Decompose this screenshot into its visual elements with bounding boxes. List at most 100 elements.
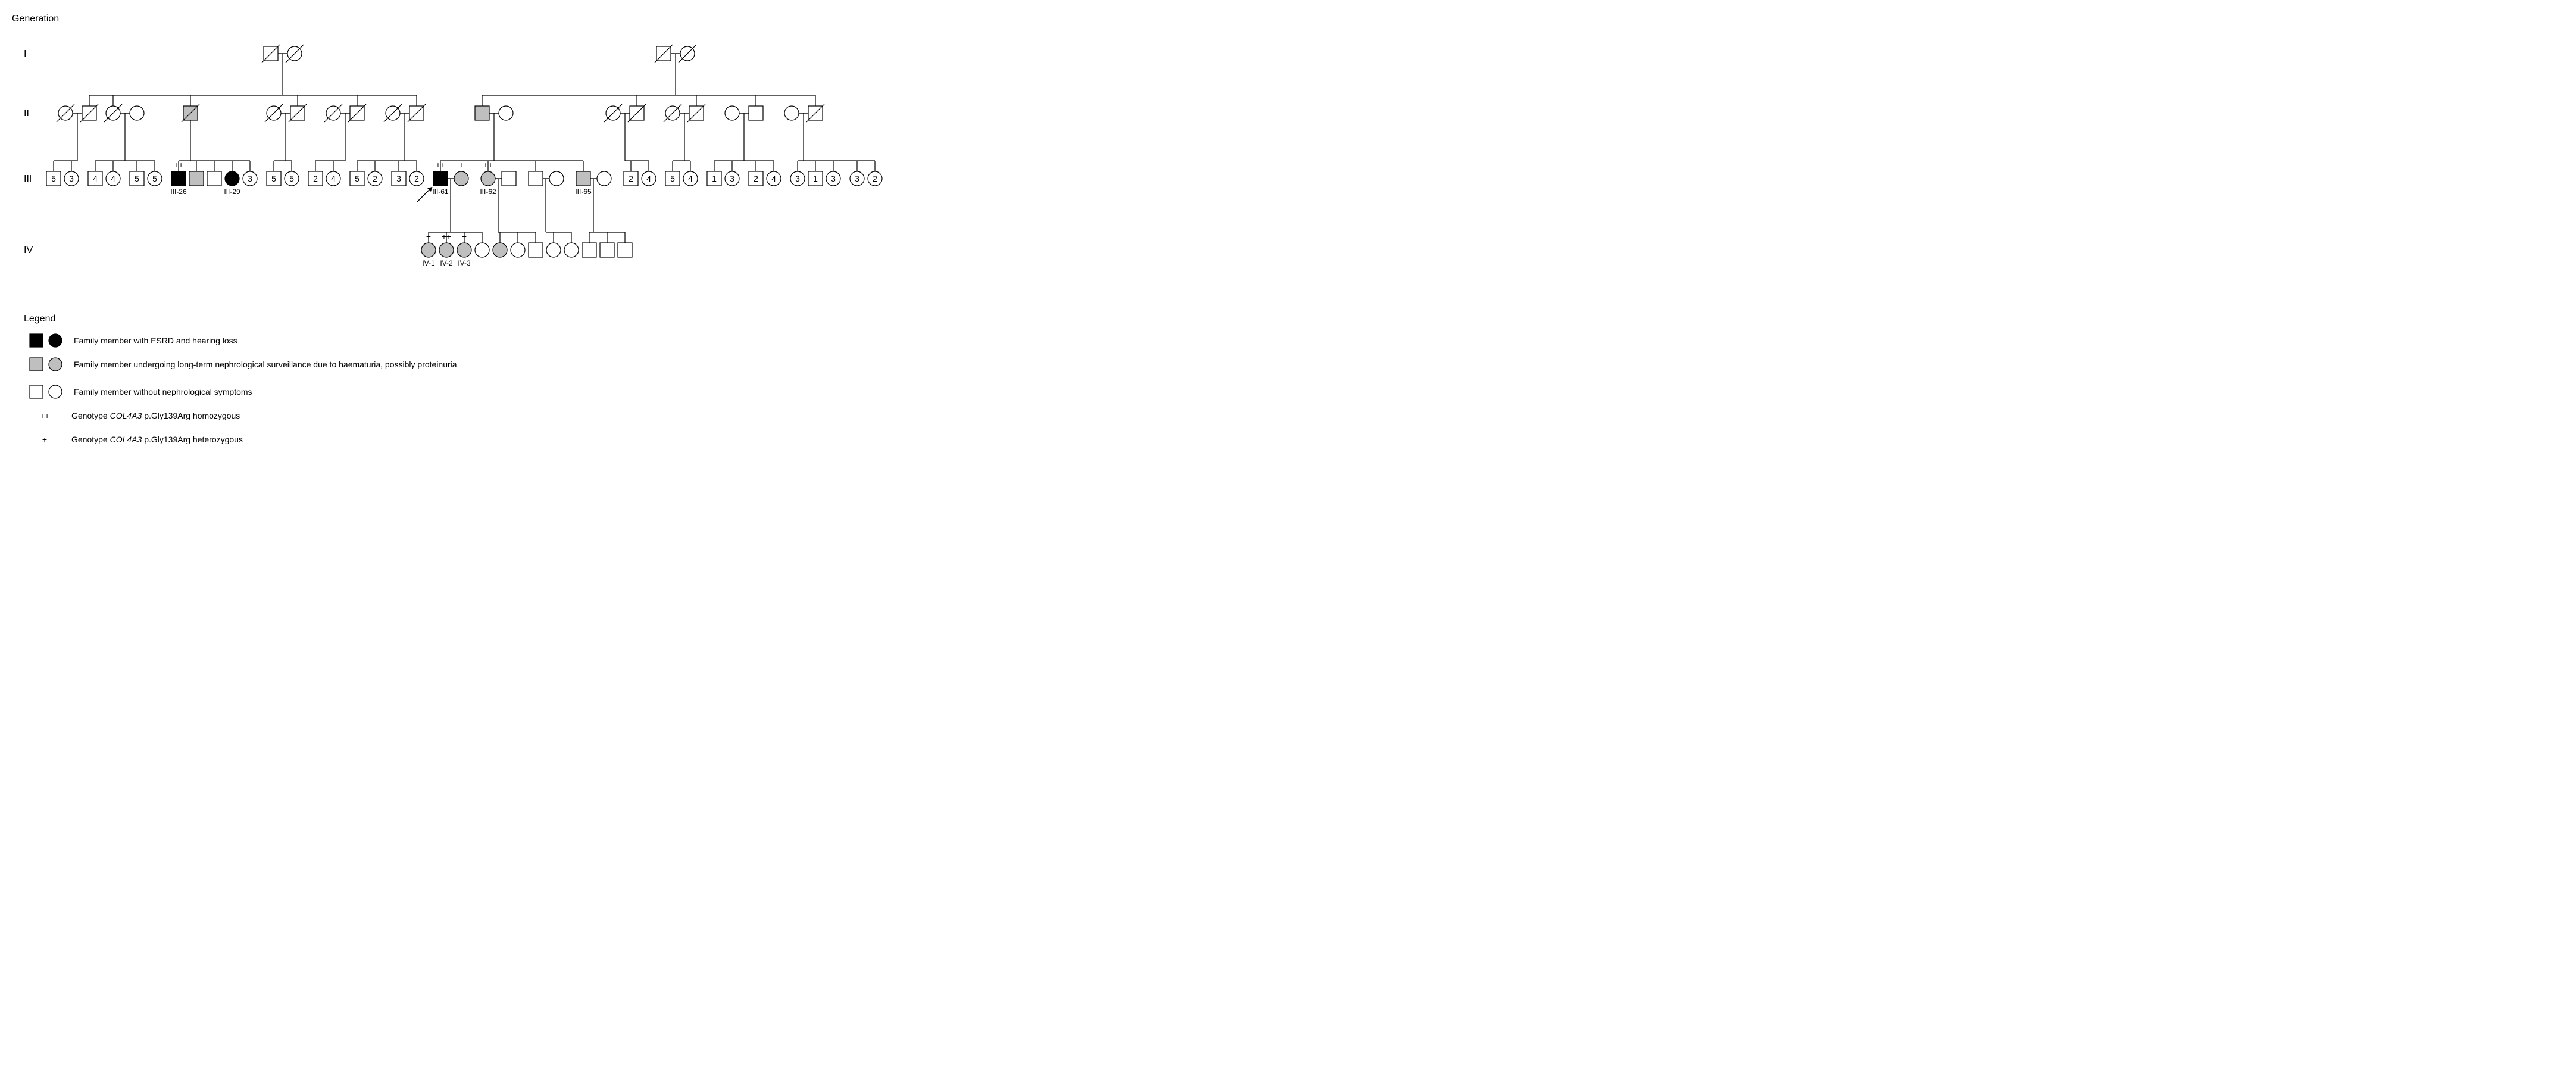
person: 5 (130, 171, 144, 186)
svg-text:2: 2 (414, 174, 419, 183)
svg-text:3: 3 (248, 174, 252, 183)
svg-text:III-26: III-26 (170, 188, 187, 196)
svg-text:+: + (462, 232, 467, 241)
person (564, 243, 579, 257)
svg-text:++: ++ (436, 160, 445, 170)
person (189, 171, 204, 186)
person: 3 (725, 171, 739, 186)
svg-text:++: ++ (174, 160, 183, 170)
svg-text:5: 5 (289, 174, 294, 183)
person (475, 243, 489, 257)
person: 3 (392, 171, 406, 186)
svg-text:++: ++ (442, 232, 451, 241)
person: 4 (88, 171, 102, 186)
person (57, 104, 74, 122)
svg-text:2: 2 (313, 174, 318, 183)
person (493, 243, 507, 257)
svg-text:++: ++ (40, 411, 49, 420)
person (207, 171, 221, 186)
person: 2 (749, 171, 763, 186)
pedigree-diagram: GenerationIIIIIIIV534455++III-26III-2935… (12, 12, 905, 500)
svg-text:2: 2 (373, 174, 377, 183)
svg-text:Genotype COL4A3 p.Gly139Arg ho: Genotype COL4A3 p.Gly139Arg homozygous (71, 411, 240, 420)
svg-text:4: 4 (646, 174, 651, 183)
svg-text:5: 5 (355, 174, 359, 183)
svg-text:4: 4 (111, 174, 115, 183)
person (80, 104, 98, 122)
svg-text:2: 2 (629, 174, 633, 183)
person (664, 104, 681, 122)
svg-text:3: 3 (855, 174, 859, 183)
svg-text:3: 3 (396, 174, 401, 183)
person: 2 (308, 171, 323, 186)
svg-text:5: 5 (135, 174, 139, 183)
svg-text:5: 5 (152, 174, 157, 183)
person: + (454, 160, 468, 186)
svg-text:2: 2 (754, 174, 758, 183)
svg-text:5: 5 (271, 174, 276, 183)
person (749, 106, 763, 120)
person: 4 (642, 171, 656, 186)
person: 2 (409, 171, 424, 186)
person (582, 243, 596, 257)
person (104, 104, 122, 122)
svg-text:IV-3: IV-3 (458, 259, 471, 267)
person (182, 104, 199, 122)
person: ++III-62 (480, 160, 496, 196)
person (529, 243, 543, 257)
person: +III-65 (575, 160, 592, 196)
svg-text:II: II (24, 108, 29, 118)
person (546, 243, 561, 257)
person (286, 45, 304, 63)
svg-text:Generation: Generation (12, 14, 59, 24)
person (529, 171, 543, 186)
svg-text:5: 5 (51, 174, 56, 183)
person (604, 104, 622, 122)
legend: LegendFamily member with ESRD and hearin… (24, 314, 457, 444)
person (262, 45, 280, 63)
svg-text:IV: IV (24, 245, 33, 255)
person: ++ III-26 (170, 160, 187, 196)
svg-text:4: 4 (93, 174, 98, 183)
person: + IV-3 (457, 232, 471, 267)
svg-text:IV-1: IV-1 (422, 259, 435, 267)
person: 3 (64, 171, 79, 186)
person: 5 (665, 171, 680, 186)
person (618, 243, 632, 257)
person (549, 171, 564, 186)
person: +IV-1 (421, 232, 436, 267)
svg-text:+: + (42, 435, 47, 444)
person (384, 104, 402, 122)
person (784, 106, 799, 120)
svg-text:III-61: III-61 (432, 188, 449, 196)
person: 5 (46, 171, 61, 186)
person: 5 (350, 171, 364, 186)
svg-text:III-29: III-29 (224, 188, 240, 196)
person (130, 106, 144, 120)
person: III-29 (224, 171, 240, 196)
person: ++IV-2 (439, 232, 454, 267)
person (687, 104, 705, 122)
person: 4 (767, 171, 781, 186)
person (475, 106, 489, 120)
svg-text:I: I (24, 49, 26, 59)
svg-text:4: 4 (688, 174, 693, 183)
svg-text:Family member without nephrolo: Family member without nephrological symp… (74, 387, 252, 396)
svg-text:3: 3 (831, 174, 836, 183)
person: 3 (850, 171, 864, 186)
person: 4 (683, 171, 698, 186)
person: 1 (707, 171, 721, 186)
svg-text:1: 1 (813, 174, 818, 183)
svg-text:2: 2 (873, 174, 877, 183)
person (265, 104, 283, 122)
svg-text:Genotype COL4A3 p.Gly139Arg he: Genotype COL4A3 p.Gly139Arg heterozygous (71, 435, 243, 444)
svg-text:+: + (581, 160, 586, 170)
svg-text:Family member with ESRD and he: Family member with ESRD and hearing loss (74, 336, 237, 345)
svg-text:III-62: III-62 (480, 188, 496, 196)
person (324, 104, 342, 122)
person (725, 106, 739, 120)
svg-text:5: 5 (670, 174, 675, 183)
person (502, 171, 516, 186)
person (289, 104, 307, 122)
person (511, 243, 525, 257)
